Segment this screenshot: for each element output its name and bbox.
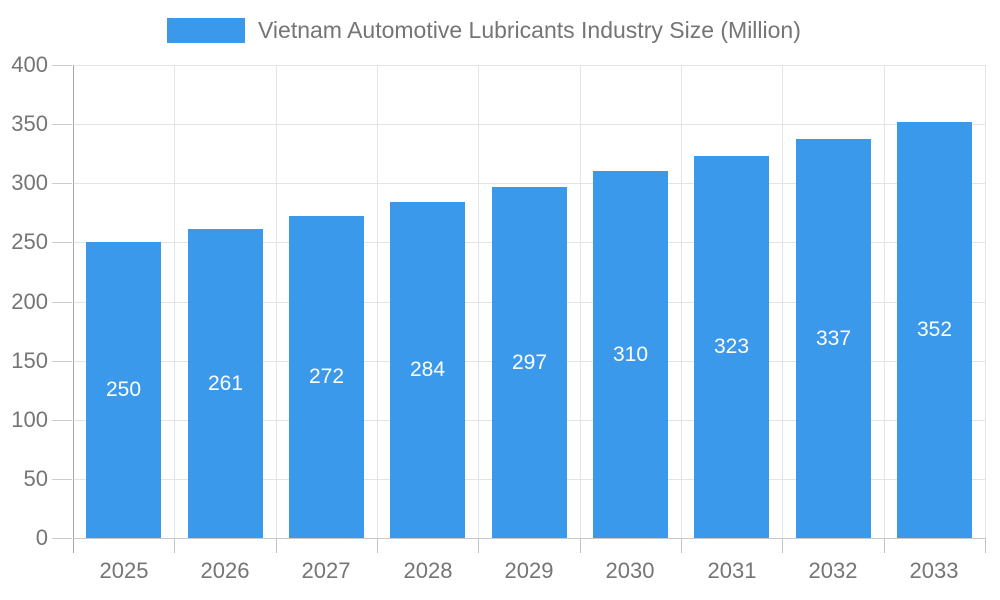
y-axis-label: 400 xyxy=(11,52,48,77)
x-axis-tick xyxy=(782,538,783,553)
y-axis-tick xyxy=(52,302,72,303)
bar-value-label: 250 xyxy=(105,378,142,401)
y-axis-line xyxy=(73,65,74,553)
bar-2031[interactable]: 323 xyxy=(694,156,769,538)
x-axis-label-2027: 2027 xyxy=(301,558,351,583)
y-axis-tick xyxy=(52,479,72,480)
y-axis-label: 150 xyxy=(11,348,48,373)
x-axis-tick xyxy=(681,538,682,553)
x-axis-tick xyxy=(580,538,581,553)
x-axis-label-2026: 2026 xyxy=(200,558,250,583)
x-axis-label-2030: 2030 xyxy=(605,558,655,583)
x-axis-label-2031: 2031 xyxy=(707,558,757,583)
h-gridline xyxy=(73,124,985,125)
v-gridline xyxy=(174,65,175,538)
y-axis-tick xyxy=(52,242,72,243)
h-gridline xyxy=(73,65,985,66)
bar-value-label: 310 xyxy=(612,342,649,366)
bar-2025[interactable]: 250 xyxy=(86,242,161,538)
y-axis-tick xyxy=(52,183,72,184)
v-gridline xyxy=(580,65,581,538)
bar-value-label: 272 xyxy=(308,365,345,388)
x-axis-line xyxy=(73,538,985,539)
x-axis-tick xyxy=(985,538,986,553)
y-axis-tick xyxy=(52,538,72,539)
chart-legend[interactable]: Vietnam Automotive Lubricants Industry S… xyxy=(167,17,801,44)
bar-value-label: 284 xyxy=(409,358,446,381)
v-gridline xyxy=(276,65,277,538)
v-gridline xyxy=(985,65,986,538)
x-axis-tick xyxy=(174,538,175,553)
v-gridline xyxy=(478,65,479,538)
bar-value-label: 337 xyxy=(815,326,852,350)
y-axis-label: 350 xyxy=(11,111,48,136)
legend-label: Vietnam Automotive Lubricants Industry S… xyxy=(258,17,801,43)
y-axis-label: 0 xyxy=(35,525,48,550)
h-gridline xyxy=(73,183,985,184)
x-axis-label-2033: 2033 xyxy=(909,558,959,583)
legend-swatch xyxy=(167,18,245,43)
v-gridline xyxy=(884,65,885,538)
x-axis-tick xyxy=(478,538,479,553)
y-axis-tick xyxy=(52,420,72,421)
bar-2026[interactable]: 261 xyxy=(188,229,263,538)
y-axis-label: 200 xyxy=(11,289,48,314)
y-axis-tick xyxy=(52,65,72,66)
bar-2027[interactable]: 272 xyxy=(289,216,364,538)
bar-value-label: 352 xyxy=(916,318,953,341)
v-gridline xyxy=(681,65,682,538)
y-axis-label: 250 xyxy=(11,229,48,254)
x-axis-tick xyxy=(377,538,378,553)
bar-value-label: 261 xyxy=(207,371,244,395)
x-axis-label-2028: 2028 xyxy=(403,558,453,583)
x-axis-label-2029: 2029 xyxy=(504,558,554,583)
x-axis-tick xyxy=(276,538,277,553)
bar-value-label: 297 xyxy=(511,350,548,374)
bar-2028[interactable]: 284 xyxy=(390,202,465,538)
y-axis-label: 300 xyxy=(11,170,48,195)
y-axis-label: 50 xyxy=(23,466,48,491)
v-gridline xyxy=(782,65,783,538)
x-axis-label-2025: 2025 xyxy=(99,558,149,583)
y-axis-tick xyxy=(52,124,72,125)
y-axis-tick xyxy=(52,361,72,362)
bar-2032[interactable]: 337 xyxy=(796,139,871,538)
bar-2029[interactable]: 297 xyxy=(492,187,567,538)
bar-2033[interactable]: 352 xyxy=(897,122,972,538)
y-axis-label: 100 xyxy=(11,407,48,432)
bar-2030[interactable]: 310 xyxy=(593,171,668,538)
x-axis-tick xyxy=(884,538,885,553)
x-axis-label-2032: 2032 xyxy=(808,558,858,583)
v-gridline xyxy=(377,65,378,538)
bar-value-label: 323 xyxy=(713,335,750,358)
